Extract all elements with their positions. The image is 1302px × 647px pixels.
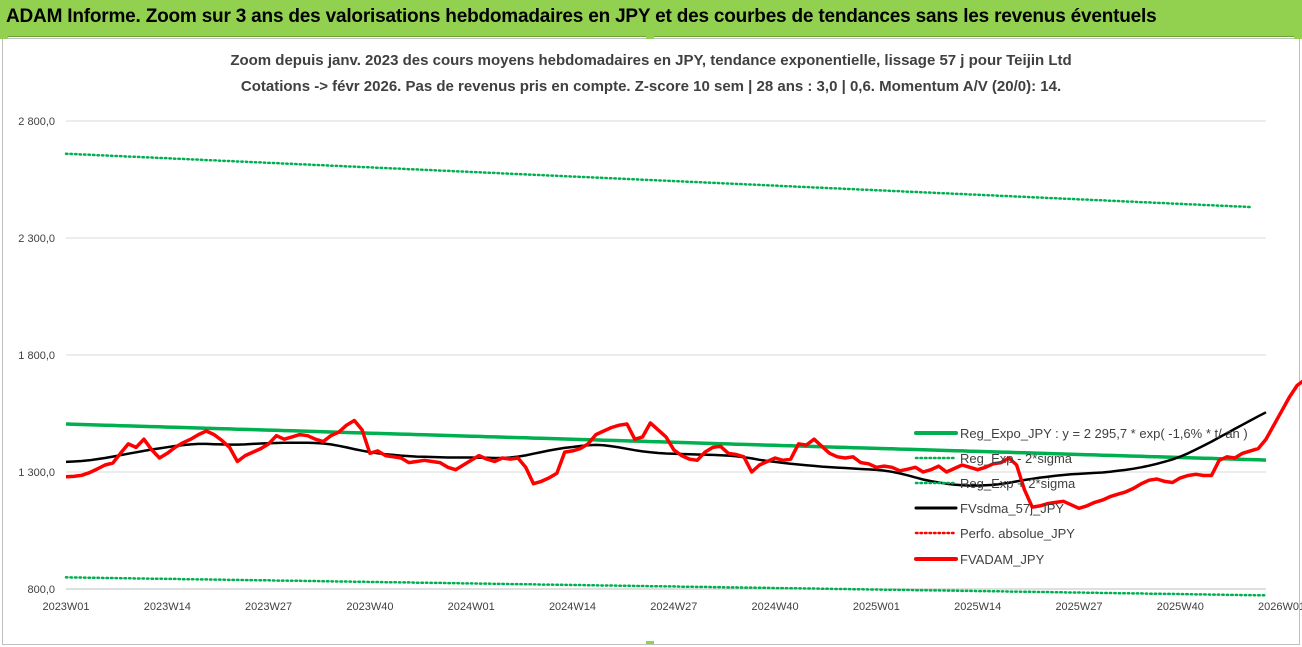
x-tick-label: 2026W01	[1258, 601, 1302, 613]
top-banner: ADAM Informe. Zoom sur 3 ans des valoris…	[0, 0, 1302, 37]
legend-label: Reg_Expo_JPY : y = 2 295,7 * exp( -1,6% …	[960, 426, 1248, 441]
series-line-5	[65, 379, 1302, 511]
y-tick-label: 2 300,0	[18, 233, 55, 245]
frame-corner-mark-bottom	[646, 641, 654, 644]
x-tick-label: 2023W40	[346, 601, 393, 613]
frame-corner-mark-right	[1294, 36, 1302, 39]
series-line-0	[65, 422, 1267, 462]
series-line-3	[65, 411, 1267, 487]
x-tick-label: 2024W27	[650, 601, 697, 613]
y-tick-label: 1 800,0	[18, 350, 55, 362]
x-tick-label: 2023W14	[144, 601, 191, 613]
legend-label: FVADAM_JPY	[960, 552, 1045, 567]
series-line-2	[64, 152, 1252, 209]
series-line-1	[64, 576, 1268, 597]
x-tick-label: 2025W14	[954, 601, 1001, 613]
x-tick-label: 2025W01	[853, 601, 900, 613]
x-tick-label: 2024W14	[549, 601, 596, 613]
legend-label: FVsdma_57j_JPY	[960, 501, 1064, 516]
x-tick-label: 2024W40	[752, 601, 799, 613]
frame-corner-mark-left	[0, 36, 8, 39]
x-tick-label: 2023W27	[245, 601, 292, 613]
y-tick-label: 800,0	[27, 584, 55, 596]
x-tick-label: 2025W27	[1055, 601, 1102, 613]
chart-title: Zoom depuis janv. 2023 des cours moyens …	[230, 52, 1072, 69]
legend-label: Reg_Exp + 2*sigma	[960, 476, 1076, 491]
x-tick-label: 2023W01	[42, 601, 89, 613]
report-title: ADAM Informe. Zoom sur 3 ans des valoris…	[6, 6, 1157, 27]
legend-label: Perfo. absolue_JPY	[960, 526, 1075, 541]
frame-corner-mark-mid	[646, 36, 654, 39]
chart-subtitle: Cotations -> févr 2026. Pas de revenus p…	[240, 78, 1062, 95]
y-tick-label: 2 800,0	[18, 116, 55, 128]
legend-label: Reg_Exp - 2*sigma	[960, 451, 1073, 466]
x-tick-label: 2025W40	[1157, 601, 1204, 613]
y-tick-label: 1 300,0	[18, 467, 55, 479]
x-tick-label: 2024W01	[448, 601, 495, 613]
